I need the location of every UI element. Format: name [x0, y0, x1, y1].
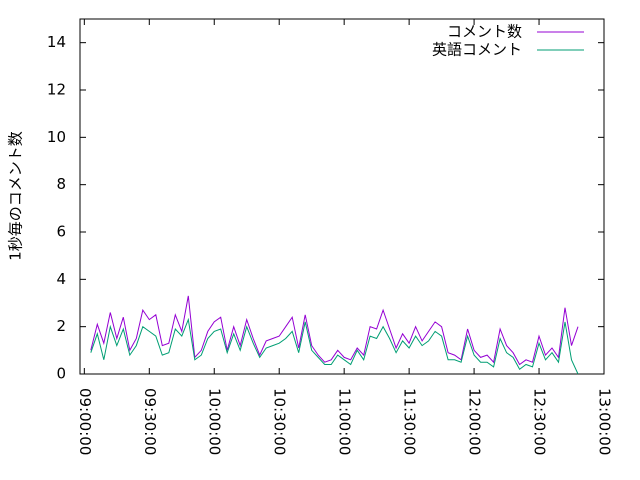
y-tick-label: 8: [56, 175, 66, 193]
y-tick-label: 6: [56, 223, 66, 241]
plot-frame: [79, 18, 605, 375]
x-tick-label: 10:00:00: [206, 388, 224, 455]
x-tick-label: 09:00:00: [76, 388, 94, 455]
y-tick-label: 10: [47, 128, 66, 146]
legend-label: 英語コメント: [432, 41, 522, 59]
x-tick-label: 11:30:00: [401, 388, 419, 455]
x-tick-label: 12:00:00: [466, 388, 484, 455]
x-tick-label: 09:30:00: [141, 388, 159, 455]
x-tick-label: 12:30:00: [531, 388, 549, 455]
y-axis-label: 1秒毎のコメント数: [7, 131, 25, 261]
x-tick-label: 11:00:00: [336, 388, 354, 455]
series-line: [90, 317, 579, 375]
legend-label: コメント数: [447, 23, 522, 41]
y-tick-label: 14: [47, 33, 66, 51]
x-tick-label: 10:30:00: [271, 388, 289, 455]
series-line: [90, 295, 579, 366]
y-tick-label: 2: [56, 317, 66, 335]
y-tick-label: 0: [56, 365, 66, 383]
y-tick-label: 12: [47, 81, 66, 99]
x-tick-label: 13:00:00: [596, 388, 614, 455]
y-tick-label: 4: [56, 270, 66, 288]
